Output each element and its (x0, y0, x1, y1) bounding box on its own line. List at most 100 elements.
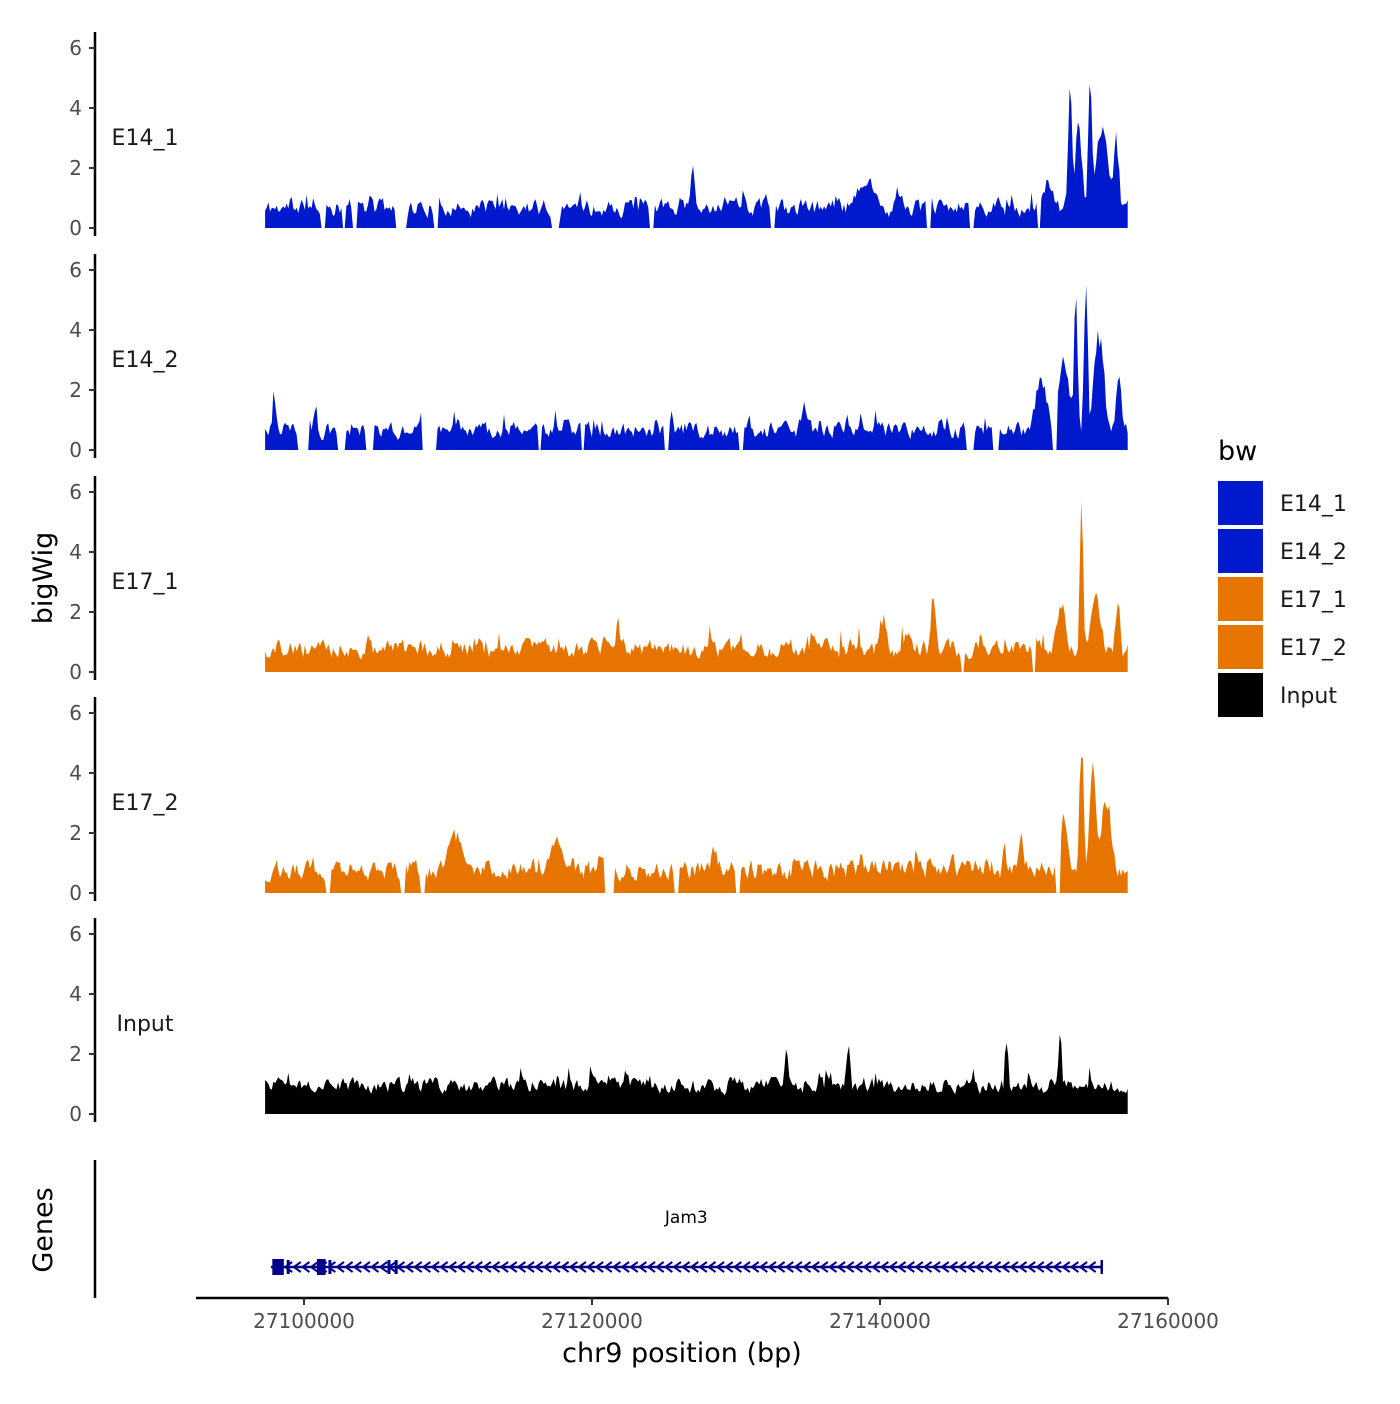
strand-chevron-8 (352, 1261, 362, 1273)
strand-chevron-24 (490, 1261, 501, 1273)
strand-chevron-15 (413, 1261, 423, 1273)
x-tick-label-27100000: 27100000 (253, 1309, 355, 1333)
track-e17-2: 0 2 4 6 E17_2 (69, 697, 1128, 905)
strand-chevron-48 (698, 1261, 708, 1273)
y-tick-label-e17-1-4: 4 (69, 540, 82, 564)
strand-chevron-68 (870, 1261, 881, 1273)
strand-chevron-37 (603, 1261, 613, 1273)
signal-area-input (265, 1034, 1128, 1114)
track-e14-2: 0 2 4 6 E14_2 (69, 254, 1128, 462)
strand-chevron-83 (1000, 1261, 1010, 1273)
y-tick-label-input-4: 4 (69, 982, 82, 1006)
y-tick-label-e14-1-0: 0 (69, 216, 82, 240)
x-tick-label-27120000: 27120000 (541, 1309, 643, 1333)
strand-chevron-38 (611, 1261, 622, 1273)
legend-swatch-e17-1 (1218, 577, 1263, 621)
strand-chevron-87 (1035, 1261, 1045, 1273)
strand-chevron-33 (568, 1261, 578, 1273)
exon-1 (316, 1259, 326, 1275)
y-tick-label-e14-2-4: 4 (69, 318, 82, 342)
legend-swatch-input (1218, 673, 1263, 717)
track-label-e14-1: E14_1 (112, 126, 179, 151)
strand-chevron-90 (1061, 1261, 1071, 1273)
strand-chevron-59 (793, 1261, 803, 1273)
track-e17-1: 0 2 4 6 E17_1 (69, 476, 1128, 684)
track-label-input: Input (117, 1012, 174, 1037)
strand-chevron-93 (1086, 1261, 1097, 1273)
minor-exon-0 (286, 1260, 290, 1274)
legend-label-e17-2: E17_2 (1280, 636, 1347, 661)
strand-chevron-88 (1043, 1261, 1054, 1273)
strand-chevron-22 (473, 1261, 483, 1273)
strand-chevron-91 (1069, 1261, 1079, 1273)
strand-chevron-57 (775, 1261, 786, 1273)
y-axis-title: bigWig (28, 532, 59, 625)
y-tick-label-input-2: 2 (69, 1042, 82, 1066)
strand-chevron-79 (965, 1261, 976, 1273)
strand-chevron-49 (706, 1261, 717, 1273)
legend: E14_1 E14_2 E17_1 E17_2 Input (1218, 481, 1347, 717)
y-tick-label-e14-1-2: 2 (69, 156, 82, 180)
strand-chevron-14 (404, 1261, 414, 1273)
strand-chevron-44 (663, 1261, 673, 1273)
strand-chevron-60 (801, 1261, 812, 1273)
strand-chevron-29 (533, 1261, 544, 1273)
signal-area-e17-1 (265, 501, 1128, 672)
track-input: 0 2 4 6 Input (69, 918, 1128, 1126)
y-tick-label-input-6: 6 (69, 922, 82, 946)
track-label-e17-1: E17_1 (112, 570, 179, 595)
y-tick-label-e17-2-4: 4 (69, 761, 82, 785)
x-axis-title: chr9 position (bp) (562, 1338, 802, 1369)
strand-chevron-5 (326, 1261, 336, 1273)
strand-chevron-28 (525, 1261, 535, 1273)
track-label-e17-2: E17_2 (112, 791, 179, 816)
y-tick-label-e14-1-4: 4 (69, 96, 82, 120)
strand-chevron-78 (957, 1261, 967, 1273)
strand-chevron-82 (991, 1261, 1002, 1273)
strand-chevron-75 (931, 1261, 941, 1273)
strand-chevron-36 (594, 1261, 604, 1273)
exon-0 (272, 1259, 284, 1275)
strand-chevron-42 (646, 1261, 656, 1273)
y-tick-label-e14-2-2: 2 (69, 378, 82, 402)
y-tick-label-input-0: 0 (69, 1102, 82, 1126)
strand-chevron-89 (1052, 1261, 1062, 1273)
genes-group: Jam3 (93, 1160, 1104, 1298)
strand-chevron-0 (283, 1261, 293, 1273)
strand-chevron-43 (654, 1261, 665, 1273)
legend-swatch-e14-2 (1218, 529, 1263, 573)
strand-chevron-63 (827, 1261, 838, 1273)
strand-chevron-84 (1009, 1261, 1019, 1273)
strand-chevron-7 (343, 1261, 354, 1273)
strand-chevron-51 (724, 1261, 734, 1273)
y-tick-label-e14-1-6: 6 (69, 36, 82, 60)
minor-exon-2 (387, 1260, 391, 1274)
strand-chevron-76 (940, 1261, 950, 1273)
strand-chevron-66 (853, 1261, 863, 1273)
strand-chevron-77 (948, 1261, 959, 1273)
signal-area-e14-2 (265, 285, 1128, 450)
strand-chevron-81 (983, 1261, 993, 1273)
strand-chevron-58 (784, 1261, 794, 1273)
strand-chevron-71 (896, 1261, 907, 1273)
strand-chevron-67 (862, 1261, 872, 1273)
strand-chevron-34 (577, 1261, 587, 1273)
strand-chevron-92 (1078, 1261, 1088, 1273)
strand-chevron-16 (421, 1261, 431, 1273)
y-tick-label-e14-2-0: 0 (69, 438, 82, 462)
strand-chevron-23 (482, 1261, 492, 1273)
legend-swatch-e17-2 (1218, 625, 1263, 669)
strand-chevron-52 (732, 1261, 743, 1273)
gene-label-jam3: Jam3 (664, 1208, 708, 1228)
legend-label-e14-2: E14_2 (1280, 540, 1347, 565)
strand-chevron-3 (309, 1261, 319, 1273)
strand-chevron-41 (637, 1261, 647, 1273)
strand-chevron-55 (758, 1261, 768, 1273)
track-e14-1: 0 2 4 6 E14_1 (69, 32, 1128, 240)
track-label-e14-2: E14_2 (112, 348, 179, 373)
strand-chevron-2 (300, 1261, 311, 1273)
legend-label-e17-1: E17_1 (1280, 588, 1347, 613)
strand-chevron-80 (974, 1261, 984, 1273)
